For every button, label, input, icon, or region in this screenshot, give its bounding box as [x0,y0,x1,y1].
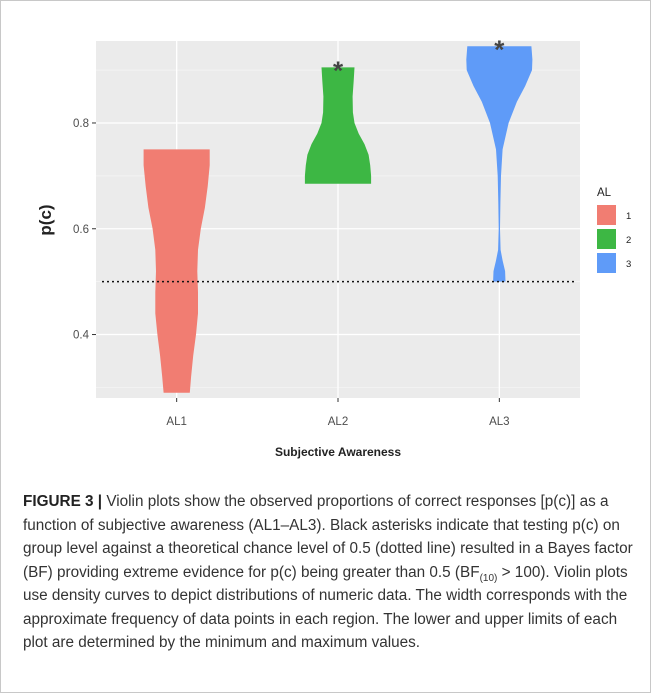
violin-al1 [143,149,210,393]
y-axis-title: p(c) [36,204,55,235]
legend-swatch [597,229,616,249]
figure-label: FIGURE 3 | [23,493,103,510]
significance-asterisk: * [494,34,505,64]
x-tick-label: AL2 [328,416,348,428]
violin-al2 [304,67,372,184]
violin-al3 [466,46,533,282]
significance-asterisk: * [333,55,344,85]
legend-label: 3 [626,259,631,270]
legend-label: 2 [626,235,631,246]
caption-text-part1: Violin plots show the observed proportio… [23,493,633,581]
caption-text-part2: > 100). Violin plots use density curves … [23,563,628,652]
figure-caption: FIGURE 3 | Violin plots show the observe… [23,490,635,655]
caption-subscript: (10) [479,572,498,584]
violins [143,46,533,393]
legend: AL 1 2 3 [597,187,631,273]
x-axis-title: Subjective Awareness [275,445,401,459]
x-tick-label: AL1 [166,416,186,428]
axes: 0.4 0.6 0.8 AL1 AL2 AL3 [73,118,510,428]
legend-title: AL [597,187,612,199]
y-tick-label: 0.4 [73,330,90,342]
legend-swatch [597,205,616,225]
x-tick-label: AL3 [489,416,509,428]
legend-label: 1 [626,211,631,222]
y-tick-label: 0.8 [73,118,89,130]
significance-asterisks: ** [333,34,505,85]
legend-swatch [597,253,616,273]
y-tick-label: 0.6 [73,224,89,236]
